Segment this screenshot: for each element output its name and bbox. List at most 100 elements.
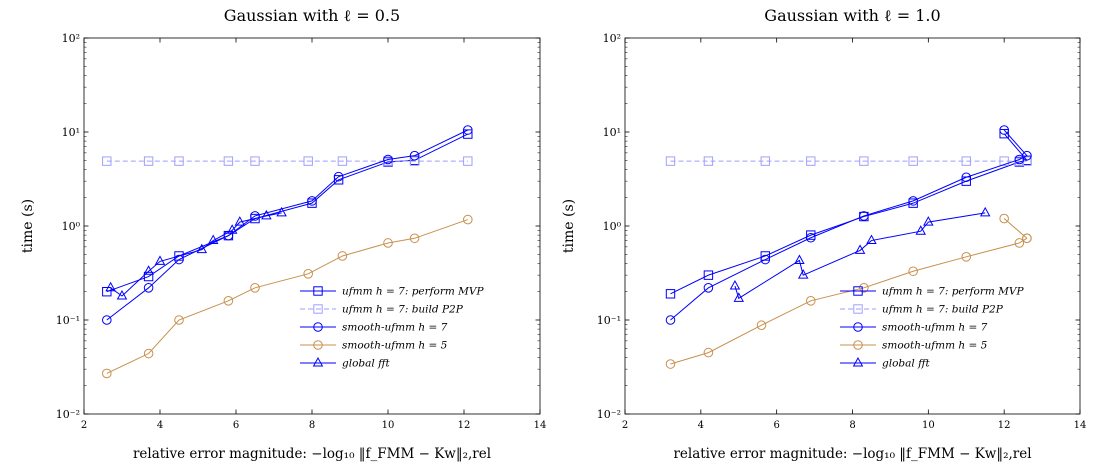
data-point	[733, 292, 744, 302]
data-point	[866, 234, 877, 245]
data-point	[174, 315, 184, 325]
y-axis-label: time (s)	[20, 199, 36, 253]
data-point	[1022, 156, 1032, 166]
x-tick-label: 12	[998, 420, 1011, 431]
series-line	[106, 219, 468, 374]
x-axis-label: relative error magnitude: −log₁₀ ‖f_FMM …	[133, 446, 491, 462]
data-point	[854, 244, 866, 254]
legend: ufmm h = 7: perform MVP ufmm h = 7: build…	[840, 286, 1025, 370]
data-point	[915, 225, 926, 235]
y-tick-label: 10⁻¹	[56, 314, 80, 327]
data-point	[143, 283, 154, 293]
legend-marker	[853, 322, 863, 332]
plot-frame	[83, 37, 541, 415]
data-point	[665, 359, 676, 369]
data-point	[908, 266, 918, 277]
data-point	[250, 283, 260, 293]
data-point	[463, 156, 473, 166]
data-point	[1022, 233, 1032, 244]
data-point	[102, 368, 112, 379]
x-tick-label: 8	[309, 420, 315, 431]
legend: ufmm h = 7: perform MVP ufmm h = 7: build…	[300, 286, 485, 370]
x-tick-label: 14	[1074, 420, 1087, 431]
legend-entry-4: smooth-ufmm h = 5	[342, 340, 448, 352]
legend-entry-5: global fft	[882, 358, 931, 370]
chart-panel-1: 10⁻² 10⁻¹ 10⁰ 10¹ 10² 2 4 6 8 10 12 14 Gaussian with…	[20, 6, 546, 462]
legend-marker	[313, 286, 323, 296]
y-tick-label: 10⁻²	[597, 408, 621, 421]
data-point	[665, 315, 676, 325]
y-tick-label: 10⁻²	[56, 408, 80, 421]
legend-entry-3: smooth-ufmm h = 7	[342, 322, 448, 334]
legend-marker	[853, 286, 863, 296]
data-point	[143, 348, 154, 359]
legend-entry-1: ufmm h = 7: perform MVP	[882, 286, 1025, 298]
x-tick-label: 6	[773, 420, 779, 431]
data-point	[665, 156, 676, 166]
data-point	[806, 230, 816, 240]
data-point	[333, 171, 344, 182]
chart-panel-2: 10⁻² 10⁻¹ 10⁰ 10¹ 10² 2 4 6 8 10 12 14 Gaussian with…	[561, 6, 1086, 462]
y-tick-label: 10¹	[62, 126, 80, 139]
data-point	[409, 233, 420, 244]
x-tick-label: 10	[922, 420, 935, 431]
data-point	[1022, 150, 1032, 161]
data-point	[102, 315, 112, 325]
data-point	[794, 254, 805, 264]
legend-marker	[853, 304, 863, 314]
data-point	[234, 216, 246, 226]
data-point	[805, 296, 816, 306]
legend-marker	[313, 340, 323, 350]
data-point	[859, 211, 869, 221]
data-point	[207, 234, 219, 245]
data-point	[1014, 154, 1025, 165]
series-3	[102, 125, 473, 325]
legend-entry-2: ufmm h = 7: build P2P	[342, 304, 464, 316]
series-1	[665, 128, 1032, 299]
series-5	[105, 206, 287, 300]
data-point	[703, 283, 714, 293]
data-point	[760, 254, 771, 265]
series-5	[999, 213, 1032, 244]
x-tick-label: 10	[382, 420, 395, 431]
data-point	[961, 252, 972, 262]
data-point	[979, 206, 991, 217]
data-point	[143, 265, 154, 275]
chart-title: Gaussian with ℓ = 1.0	[764, 6, 940, 25]
series-line	[106, 129, 469, 321]
data-point	[250, 156, 260, 166]
x-tick-label: 8	[849, 420, 855, 431]
x-tick-label: 14	[534, 420, 547, 431]
data-point	[923, 216, 934, 226]
data-point	[143, 271, 154, 282]
data-point	[196, 243, 208, 254]
data-point	[703, 156, 714, 166]
y-tick-label: 10⁰	[62, 220, 81, 233]
data-point	[463, 125, 473, 135]
data-point	[908, 196, 918, 206]
data-point	[961, 156, 971, 166]
data-point	[102, 287, 112, 297]
y-tick-label: 10¹	[603, 126, 621, 139]
data-point	[797, 269, 809, 279]
data-point	[143, 156, 154, 166]
data-point	[805, 232, 816, 243]
legend-entry-3: smooth-ufmm h = 7	[882, 322, 988, 334]
data-point	[174, 254, 184, 265]
data-point	[154, 255, 166, 265]
data-point	[859, 156, 869, 166]
series-6	[729, 206, 991, 302]
data-point	[102, 156, 112, 166]
x-tick-label: 12	[458, 420, 471, 431]
data-point	[859, 283, 869, 293]
series-line	[1003, 218, 1028, 239]
data-point	[409, 150, 420, 161]
series-line	[670, 133, 1028, 295]
data-point	[337, 156, 348, 166]
data-point	[223, 296, 234, 306]
y-tick-label: 10²	[62, 32, 80, 45]
series-line	[670, 237, 1028, 365]
y-tick-label: 10⁻¹	[597, 314, 621, 327]
legend-marker	[853, 340, 863, 350]
